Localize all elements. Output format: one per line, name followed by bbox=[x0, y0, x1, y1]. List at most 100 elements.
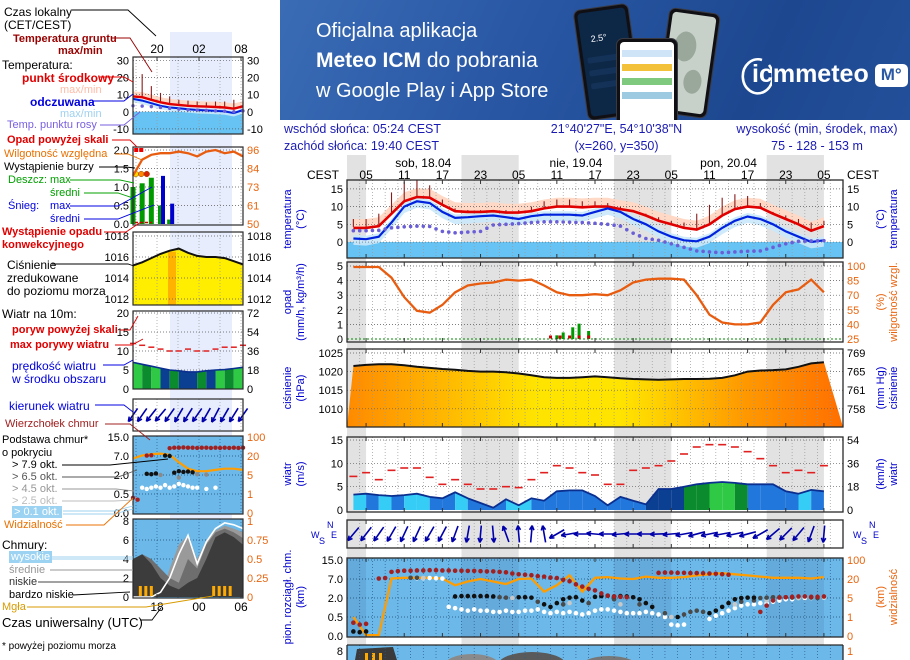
panel-precip-humidity: 5 4 3 2 1 0 100 85 70 55 40 25 opad (mm/h, kg/m³/h) (%… bbox=[283, 261, 900, 346]
banner-line2-rest: do pobrania bbox=[421, 49, 538, 72]
svg-text:23: 23 bbox=[474, 168, 488, 182]
svg-text:20: 20 bbox=[847, 574, 859, 586]
svg-text:S: S bbox=[319, 536, 325, 546]
svg-text:(hPa): (hPa) bbox=[295, 375, 307, 402]
legend-mgla: Mgła bbox=[2, 601, 26, 613]
svg-text:3: 3 bbox=[337, 290, 343, 302]
phone-temp-label: 2.5° bbox=[589, 31, 608, 45]
svg-text:96: 96 bbox=[247, 145, 259, 157]
svg-text:0: 0 bbox=[337, 334, 343, 346]
svg-text:10: 10 bbox=[117, 90, 129, 102]
svg-text:72: 72 bbox=[247, 308, 259, 320]
svg-text:0.5: 0.5 bbox=[328, 612, 343, 624]
svg-text:5: 5 bbox=[247, 470, 253, 482]
svg-text:17: 17 bbox=[436, 168, 450, 182]
svg-text:6: 6 bbox=[123, 535, 129, 547]
svg-text:0.75: 0.75 bbox=[247, 535, 268, 547]
logo-swoosh-icon bbox=[741, 58, 772, 95]
geo-coords: 21°40'27"E, 54°10'38"N bbox=[550, 122, 683, 136]
svg-text:W: W bbox=[311, 530, 320, 540]
map-blob bbox=[681, 68, 704, 95]
svg-text:5: 5 bbox=[123, 365, 129, 377]
legend-punkt-rosy: Temp. punktu rosy bbox=[7, 119, 97, 131]
svg-text:wiatr: wiatr bbox=[283, 462, 294, 487]
mini-time-top: 20 02 08 bbox=[150, 42, 248, 56]
legend-cet-cest: (CET/CEST) bbox=[4, 18, 72, 32]
svg-text:1: 1 bbox=[247, 489, 253, 501]
svg-text:(%): (%) bbox=[875, 293, 887, 310]
banner-line2: Meteo ICM do pobrania bbox=[316, 46, 548, 76]
svg-text:20: 20 bbox=[150, 42, 164, 56]
svg-text:1014: 1014 bbox=[247, 273, 271, 285]
legend-niskie: niskie bbox=[9, 576, 38, 588]
svg-text:widzialność: widzialność bbox=[888, 568, 900, 626]
legend-kierunek: kierunek wiatru bbox=[9, 399, 90, 413]
svg-text:765: 765 bbox=[847, 367, 865, 379]
svg-text:1016: 1016 bbox=[105, 252, 129, 264]
svg-text:54: 54 bbox=[847, 435, 859, 447]
svg-text:15: 15 bbox=[331, 184, 343, 196]
legend-wysokie: wysokie bbox=[9, 551, 53, 563]
svg-text:2: 2 bbox=[123, 573, 129, 585]
logo-badge: M° bbox=[874, 64, 908, 87]
svg-text:23: 23 bbox=[626, 168, 640, 182]
svg-text:0: 0 bbox=[247, 592, 253, 604]
legend-opad-skala: Opad powyżej skali bbox=[7, 134, 109, 146]
svg-text:100: 100 bbox=[247, 432, 265, 444]
meteogram-strip bbox=[622, 92, 672, 99]
svg-text:11: 11 bbox=[398, 168, 411, 182]
legend-odczuwana: odczuwana bbox=[30, 95, 95, 109]
svg-text:0.5: 0.5 bbox=[247, 554, 262, 566]
legend-snieg-sredni: średni bbox=[50, 213, 80, 225]
legend-konwekcyjnego: konwekcyjnego bbox=[2, 239, 84, 251]
legend-cisnienie: Ciśnienie bbox=[7, 258, 57, 272]
svg-text:0: 0 bbox=[123, 107, 129, 119]
meteogram-strip bbox=[622, 78, 672, 85]
sun-times: wschód słońca: 05:24 CEST zachód słońca:… bbox=[280, 121, 509, 158]
svg-text:0: 0 bbox=[247, 384, 253, 396]
svg-text:1: 1 bbox=[247, 516, 253, 528]
svg-text:20: 20 bbox=[247, 73, 259, 85]
svg-text:7.0: 7.0 bbox=[328, 574, 343, 586]
banner-line3: w Google Play i App Store bbox=[316, 80, 549, 102]
svg-text:05: 05 bbox=[512, 168, 526, 182]
svg-text:S: S bbox=[861, 536, 867, 546]
svg-text:-10: -10 bbox=[247, 124, 263, 136]
svg-text:50: 50 bbox=[247, 219, 259, 231]
svg-text:0: 0 bbox=[337, 237, 343, 249]
svg-text:15: 15 bbox=[117, 327, 129, 339]
legend-czas-utc: Czas uniwersalny (UTC) bbox=[2, 615, 143, 630]
legend-srednie: średnie bbox=[9, 564, 46, 576]
svg-text:0.5: 0.5 bbox=[114, 489, 129, 501]
altitude-label: wysokość (min, środek, max) bbox=[736, 122, 898, 136]
svg-text:18: 18 bbox=[247, 365, 259, 377]
svg-text:5: 5 bbox=[337, 482, 343, 494]
svg-text:18: 18 bbox=[847, 482, 859, 494]
legend-footnote: * powyżej poziomu morza bbox=[2, 641, 116, 652]
legend-srodek-obszaru: w środku obszaru bbox=[12, 372, 107, 386]
svg-text:17: 17 bbox=[741, 168, 755, 182]
banner-app-name: Meteo ICM bbox=[316, 49, 421, 72]
svg-text:pion. rozciągł. chm.: pion. rozciągł. chm. bbox=[283, 550, 294, 645]
svg-text:0: 0 bbox=[247, 107, 253, 119]
svg-text:E: E bbox=[331, 530, 337, 540]
svg-text:1018: 1018 bbox=[247, 231, 271, 243]
mini-pressure: 1018 1016 1014 1012 1018 1016 1014 1012 bbox=[105, 231, 272, 306]
svg-text:30: 30 bbox=[117, 55, 129, 67]
sunset-label: zachód słońca: 19:40 CEST bbox=[284, 139, 439, 153]
svg-text:ciśnienie: ciśnienie bbox=[283, 367, 294, 410]
svg-text:7.0: 7.0 bbox=[114, 451, 129, 463]
svg-text:1010: 1010 bbox=[319, 404, 343, 416]
legend-temp-gruntu: Temperatura gruntu bbox=[13, 33, 117, 45]
svg-text:1016: 1016 bbox=[247, 252, 271, 264]
legend-wierzcholek: Wierzchołek chmur bbox=[5, 418, 99, 430]
svg-text:1014: 1014 bbox=[105, 273, 129, 285]
svg-text:8: 8 bbox=[123, 516, 129, 528]
legend-punkt-srodkowy: punkt środkowy bbox=[22, 71, 115, 85]
